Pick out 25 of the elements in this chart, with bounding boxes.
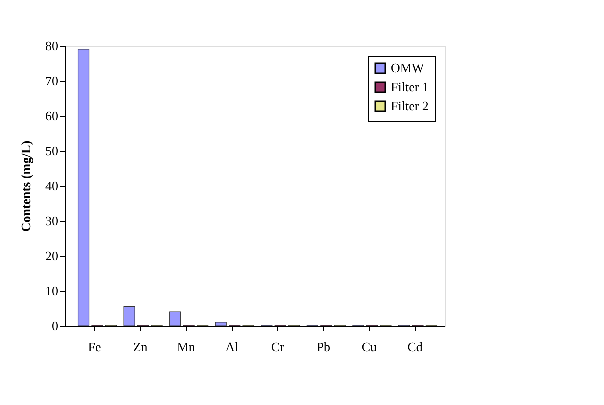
y-tick-label: 80	[46, 38, 58, 54]
y-tick-label: 40	[46, 178, 58, 194]
y-tick-label: 50	[46, 144, 58, 158]
y-tick-label: 60	[46, 108, 58, 124]
y-tick-label: 0	[52, 318, 58, 334]
y-axis-title: Contents (mg/L)	[18, 140, 34, 232]
x-tick-label: Al	[226, 340, 239, 354]
legend-label: OMW	[391, 60, 425, 76]
bar	[78, 49, 90, 326]
y-tick-label: 20	[46, 248, 58, 264]
legend-label: Filter 2	[391, 98, 429, 114]
y-tick-label: 10	[46, 284, 58, 298]
bar	[215, 322, 227, 326]
y-tick-label: 30	[46, 214, 58, 228]
x-tick-label: Pb	[316, 340, 331, 354]
bar	[170, 312, 182, 326]
y-tick-label: 70	[46, 74, 58, 88]
bar	[124, 306, 136, 326]
x-tick-label: Fe	[88, 340, 102, 354]
x-tick-label: Cd	[408, 340, 424, 354]
x-tick-label: Mn	[177, 340, 196, 354]
x-tick-label: Cr	[271, 340, 286, 354]
x-tick-label: Zn	[133, 340, 148, 354]
x-tick-label: Cu	[362, 340, 378, 354]
legend-label: Filter 1	[391, 80, 429, 94]
